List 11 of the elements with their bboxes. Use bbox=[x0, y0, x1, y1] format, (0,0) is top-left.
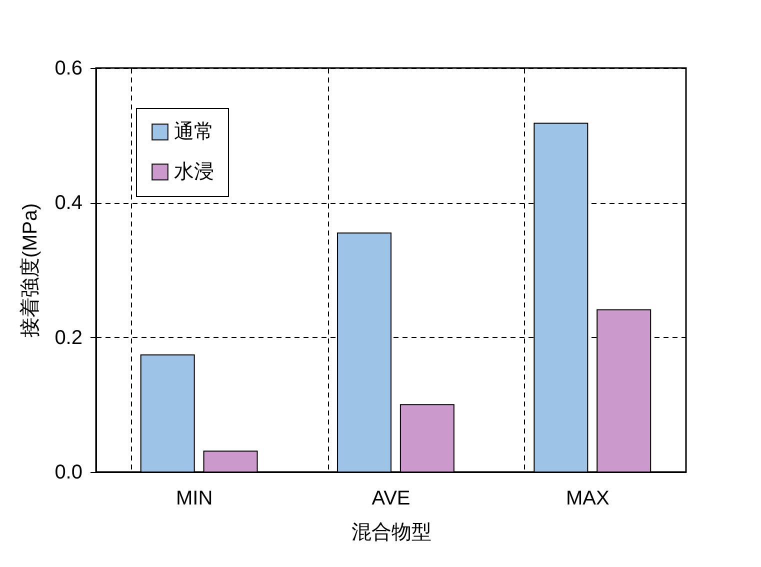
legend-label: 水浸 bbox=[174, 161, 214, 183]
y-tick-label: 0.2 bbox=[54, 326, 82, 349]
y-axis-title: 接着強度(MPa) bbox=[18, 203, 42, 338]
legend-label: 通常 bbox=[174, 121, 214, 143]
y-tick-label: 0.0 bbox=[54, 462, 82, 484]
x-tick-label: MIN bbox=[176, 488, 213, 510]
x-tick-label: MAX bbox=[566, 488, 610, 510]
x-tick-label: AVE bbox=[372, 488, 410, 510]
y-tick-label: 0.6 bbox=[54, 58, 82, 80]
x-axis-title: 混合物型 bbox=[352, 522, 432, 544]
y-tick-label: 0.4 bbox=[54, 192, 82, 214]
